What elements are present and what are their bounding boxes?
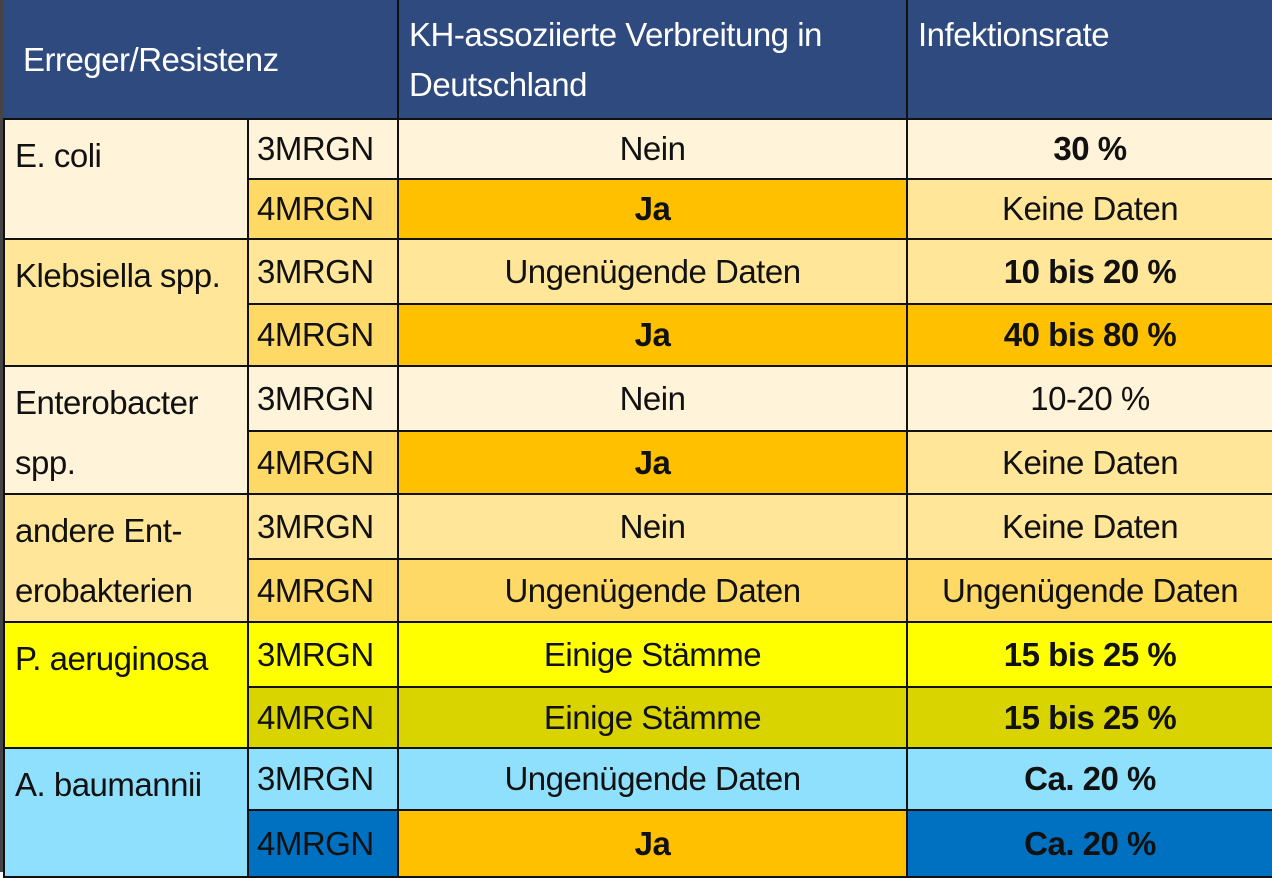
rate-cell: 10 bis 20 % (906, 238, 1272, 305)
spread-cell: Nein (397, 118, 909, 180)
rate-cell: Ca. 20 % (906, 809, 1272, 878)
resistance-cell: 4MRGN (246, 178, 400, 240)
header-row: Erreger/Resistenz KH-assoziierte Verbrei… (2, 0, 1272, 120)
spread-cell: Nein (397, 493, 909, 560)
table-row: Enterobacter spp. 3MRGN Nein 10-20 % (3, 364, 1272, 495)
rate-cell: 15 bis 25 % (906, 621, 1272, 688)
rate-cell: Keine Daten (906, 493, 1272, 560)
header-spread: KH-assoziierte Verbreitung in Deutschlan… (397, 0, 909, 120)
header-rate: Infektionsrate (906, 0, 1272, 120)
table-row: 4MRGN Ja 40 bis 80 % (4, 303, 1272, 367)
resistance-cell: 3MRGN (246, 493, 400, 560)
resistance-cell: 4MRGN (246, 686, 400, 749)
resistance-cell: 4MRGN (246, 558, 400, 623)
pathogen-cell: Enterobacter spp. (3, 365, 249, 495)
rate-cell: Ungenügende Daten (906, 558, 1272, 623)
spread-cell: Ungenügende Daten (397, 747, 909, 811)
spread-cell: Ja (397, 809, 909, 878)
spread-cell: Ja (397, 303, 909, 367)
table-row: andere Ent-erobakterien 3MRGN Nein Keine Da… (3, 493, 1272, 623)
table-row: Klebsiella spp. 3MRGN Ungenügende Daten 10 … (3, 238, 1272, 367)
table-row: E. coli 3MRGN Nein 30 % (3, 118, 1272, 240)
spread-cell: Einige Stämme (397, 686, 909, 749)
spread-cell: Nein (397, 364, 909, 433)
spread-cell: Einige Stämme (397, 621, 909, 688)
rate-cell: Keine Daten (906, 430, 1272, 495)
table-row: 4MRGN Ja Keine Daten (4, 178, 1272, 240)
resistance-cell: 4MRGN (246, 303, 400, 367)
resistance-cell: 3MRGN (246, 621, 400, 688)
resistance-cell: 4MRGN (246, 430, 400, 495)
left-edge (0, 0, 4, 872)
rate-cell: 30 % (906, 118, 1272, 180)
table-row: 4MRGN Einige Stämme 15 bis 25 % (4, 686, 1272, 749)
resistance-cell: 3MRGN (246, 238, 400, 305)
header-pathogen: Erreger/Resistenz (2, 0, 400, 120)
rate-cell: Keine Daten (906, 178, 1272, 240)
resistance-cell: 3MRGN (246, 364, 400, 433)
pathogen-cell: andere Ent-erobakterien (3, 493, 249, 623)
rate-cell: 15 bis 25 % (906, 686, 1272, 749)
spread-cell: Ja (397, 430, 909, 495)
pathogen-cell: P. aeruginosa (3, 621, 249, 749)
spread-cell: Ungenügende Daten (397, 238, 909, 305)
resistance-cell: 3MRGN (246, 747, 400, 811)
table-row: 4MRGN Ja Keine Daten (4, 430, 1272, 495)
resistance-cell: 4MRGN (246, 809, 400, 878)
spread-cell: Ungenügende Daten (397, 558, 909, 623)
resistance-cell: 3MRGN (246, 118, 400, 180)
pathogen-cell: E. coli (3, 118, 249, 240)
spread-cell: Ja (397, 178, 909, 240)
table-row: A. baumannii 3MRGN Ungenügende Daten Ca. 20… (3, 747, 1272, 878)
rate-cell: 40 bis 80 % (906, 303, 1272, 367)
table-row: 4MRGN Ungenügende Daten Ungenügende Daten (4, 558, 1272, 623)
table-row: P. aeruginosa 3MRGN Einige Stämme 15 bis 25… (3, 621, 1272, 749)
pathogen-cell: A. baumannii (3, 747, 249, 878)
table-row: 4MRGN Ja Ca. 20 % (4, 809, 1272, 878)
rate-cell: Ca. 20 % (906, 747, 1272, 811)
pathogen-cell: Klebsiella spp. (3, 238, 249, 367)
rate-cell: 10-20 % (906, 364, 1272, 433)
